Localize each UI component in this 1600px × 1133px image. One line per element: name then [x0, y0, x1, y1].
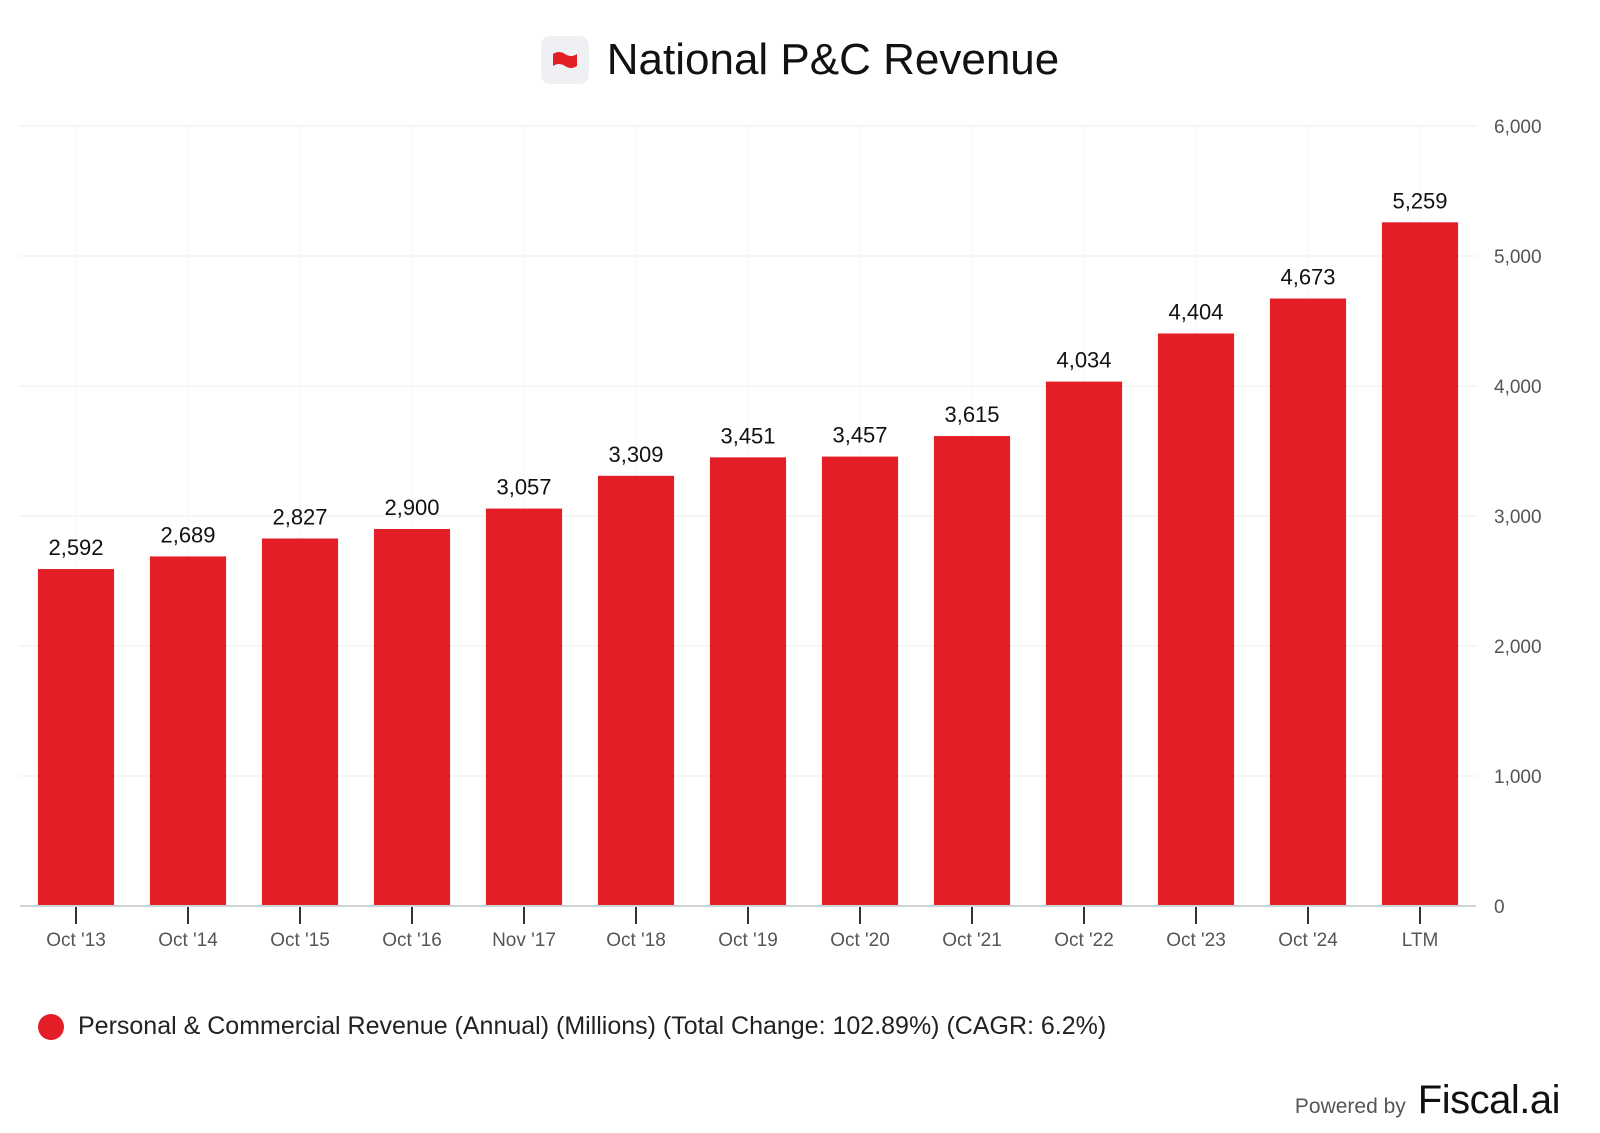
x-tick-label: Oct '23 — [1166, 930, 1226, 951]
value-labels: 2,592 2,689 2,827 2,900 3,057 3,309 3,451 3,457… — [48, 188, 1447, 560]
data-label: 3,457 — [832, 423, 887, 448]
x-tick-label: Oct '16 — [382, 930, 442, 951]
data-label: 4,034 — [1056, 348, 1111, 373]
legend-swatch — [38, 1013, 64, 1040]
bar-chart: 2,592 2,689 2,827 2,900 3,057 3,309 3,451 3,457… — [20, 117, 1542, 951]
x-tick-label: Oct '14 — [158, 930, 218, 951]
bar — [261, 538, 339, 906]
chart-header: National P&C Revenue — [0, 30, 1600, 90]
x-axis: Oct '13 Oct '14 Oct '15 Oct '16 Nov '17 Oct '… — [20, 905, 1476, 951]
bar — [37, 569, 115, 906]
data-label: 3,057 — [496, 475, 551, 500]
bar — [1045, 381, 1123, 907]
y-tick-label: 1,000 — [1494, 767, 1542, 788]
legend-label: Personal & Commercial Revenue (Annual) (… — [78, 1012, 1107, 1040]
y-tick-label: 6,000 — [1494, 117, 1542, 138]
x-tick-label: Oct '19 — [718, 930, 778, 951]
flag-icon — [540, 36, 589, 84]
data-label: 4,404 — [1168, 299, 1223, 324]
data-label: 3,615 — [944, 402, 999, 427]
data-label: 3,309 — [608, 442, 663, 467]
data-label: 4,673 — [1280, 265, 1335, 290]
x-tick-label: Nov '17 — [492, 930, 556, 951]
y-tick-label: 5,000 — [1494, 247, 1542, 268]
x-tick-label: Oct '22 — [1054, 930, 1114, 951]
x-tick-label: Oct '20 — [830, 930, 890, 951]
x-tick-label: Oct '21 — [942, 930, 1002, 951]
x-tick-label: Oct '18 — [606, 930, 666, 951]
bar — [597, 475, 675, 906]
bar — [373, 529, 451, 906]
bar — [709, 457, 787, 906]
data-label: 2,827 — [272, 504, 327, 529]
powered-by-label: Powered by — [1294, 1095, 1406, 1118]
data-label: 3,451 — [720, 423, 775, 448]
bars — [37, 222, 1459, 907]
brand-logo: Fiscal.ai — [1417, 1078, 1561, 1122]
bar — [149, 556, 227, 906]
y-tick-label: 4,000 — [1494, 377, 1542, 398]
bar — [933, 436, 1011, 906]
data-label: 2,592 — [48, 535, 103, 560]
data-label: 5,259 — [1392, 188, 1447, 213]
x-tick-label: Oct '13 — [46, 930, 106, 951]
data-label: 2,689 — [160, 522, 215, 547]
footer-branding: Powered by Fiscal.ai — [1294, 1078, 1561, 1123]
y-tick-label: 3,000 — [1494, 507, 1542, 528]
bar — [1381, 222, 1459, 906]
bar — [821, 456, 899, 906]
chart-title: National P&C Revenue — [606, 35, 1060, 84]
legend: Personal & Commercial Revenue (Annual) (… — [38, 1012, 1106, 1041]
bar — [1157, 333, 1235, 907]
bar — [1269, 298, 1347, 906]
x-tick-label: Oct '15 — [270, 930, 330, 951]
bar — [485, 508, 563, 906]
data-label: 2,900 — [384, 495, 439, 520]
x-tick-label: Oct '24 — [1278, 930, 1338, 951]
y-axis: 0 1,000 2,000 3,000 4,000 5,000 6,000 — [1494, 117, 1542, 918]
x-tick-label: LTM — [1402, 930, 1439, 951]
y-tick-label: 2,000 — [1494, 637, 1542, 658]
y-tick-label: 0 — [1494, 897, 1505, 918]
